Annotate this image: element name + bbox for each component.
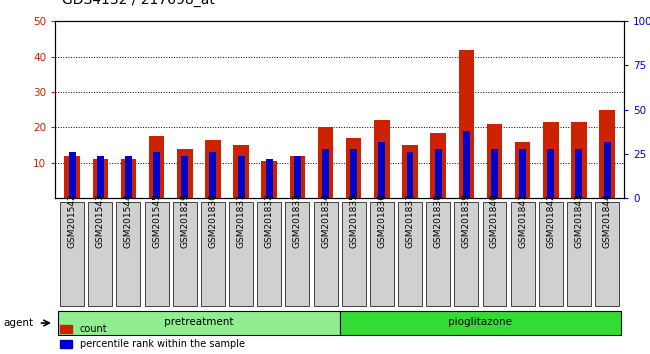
Text: pretreatment: pretreatment — [164, 318, 233, 327]
FancyBboxPatch shape — [482, 201, 506, 306]
Bar — [515, 142, 530, 198]
FancyBboxPatch shape — [511, 201, 534, 306]
Bar — [121, 159, 136, 198]
FancyBboxPatch shape — [173, 201, 197, 306]
Text: GSM201542: GSM201542 — [68, 193, 77, 248]
Bar — [238, 156, 244, 198]
Bar — [97, 156, 104, 198]
FancyBboxPatch shape — [201, 201, 225, 306]
Text: pioglitazone: pioglitazone — [448, 318, 512, 327]
Bar — [402, 145, 418, 198]
Bar — [547, 149, 554, 198]
Bar — [459, 50, 474, 198]
Text: GSM201543: GSM201543 — [96, 193, 105, 248]
Bar — [266, 159, 273, 198]
Text: GSM201833: GSM201833 — [293, 193, 302, 248]
Bar — [261, 161, 277, 198]
Bar — [64, 156, 80, 198]
Bar — [149, 136, 164, 198]
FancyBboxPatch shape — [285, 201, 309, 306]
FancyBboxPatch shape — [370, 201, 394, 306]
Bar — [519, 149, 526, 198]
Text: GSM201842: GSM201842 — [546, 193, 555, 248]
Bar — [406, 152, 413, 198]
Text: GSM201830: GSM201830 — [209, 193, 217, 248]
Text: GSM201840: GSM201840 — [490, 193, 499, 248]
Bar — [125, 156, 132, 198]
FancyBboxPatch shape — [342, 201, 366, 306]
Text: GSM201838: GSM201838 — [434, 193, 443, 248]
Bar — [209, 152, 216, 198]
FancyBboxPatch shape — [398, 201, 422, 306]
Text: agent: agent — [3, 318, 33, 328]
Text: GSM201544: GSM201544 — [124, 193, 133, 248]
Text: GSM201844: GSM201844 — [603, 193, 612, 248]
Text: GSM201835: GSM201835 — [349, 193, 358, 248]
Bar — [205, 140, 220, 198]
Text: GDS4132 / 217698_at: GDS4132 / 217698_at — [62, 0, 214, 7]
Bar — [604, 142, 610, 198]
Bar — [290, 156, 305, 198]
Bar — [463, 131, 470, 198]
FancyBboxPatch shape — [257, 201, 281, 306]
FancyBboxPatch shape — [539, 201, 563, 306]
FancyBboxPatch shape — [454, 201, 478, 306]
FancyBboxPatch shape — [567, 201, 591, 306]
Bar — [322, 149, 329, 198]
Text: GSM201843: GSM201843 — [575, 193, 584, 248]
Bar — [350, 149, 358, 198]
Bar — [378, 142, 385, 198]
Bar — [181, 156, 188, 198]
FancyBboxPatch shape — [58, 311, 339, 335]
FancyBboxPatch shape — [313, 201, 337, 306]
FancyBboxPatch shape — [229, 201, 253, 306]
Bar — [294, 156, 301, 198]
FancyBboxPatch shape — [426, 201, 450, 306]
Text: GSM201837: GSM201837 — [406, 193, 415, 248]
Text: GSM201831: GSM201831 — [237, 193, 246, 248]
Text: GSM201829: GSM201829 — [180, 193, 189, 248]
Text: GSM201834: GSM201834 — [321, 193, 330, 248]
Text: GSM201545: GSM201545 — [152, 193, 161, 248]
FancyBboxPatch shape — [88, 201, 112, 306]
Bar — [318, 127, 333, 198]
FancyBboxPatch shape — [339, 311, 621, 335]
Bar — [435, 149, 441, 198]
Text: GSM201839: GSM201839 — [462, 193, 471, 248]
FancyBboxPatch shape — [145, 201, 168, 306]
Bar — [599, 110, 615, 198]
Text: GSM201841: GSM201841 — [518, 193, 527, 248]
FancyBboxPatch shape — [595, 201, 619, 306]
Bar — [177, 149, 192, 198]
Bar — [543, 122, 558, 198]
Bar — [92, 159, 108, 198]
Bar — [430, 133, 446, 198]
Bar — [575, 149, 582, 198]
FancyBboxPatch shape — [60, 201, 84, 306]
Text: GSM201836: GSM201836 — [378, 193, 386, 248]
Bar — [487, 124, 502, 198]
Text: GSM201832: GSM201832 — [265, 193, 274, 248]
Bar — [374, 120, 389, 198]
Bar — [153, 152, 160, 198]
Bar — [69, 152, 75, 198]
Legend: count, percentile rank within the sample: count, percentile rank within the sample — [60, 324, 244, 349]
Bar — [233, 145, 249, 198]
Bar — [491, 149, 498, 198]
Bar — [346, 138, 361, 198]
Bar — [571, 122, 587, 198]
FancyBboxPatch shape — [116, 201, 140, 306]
